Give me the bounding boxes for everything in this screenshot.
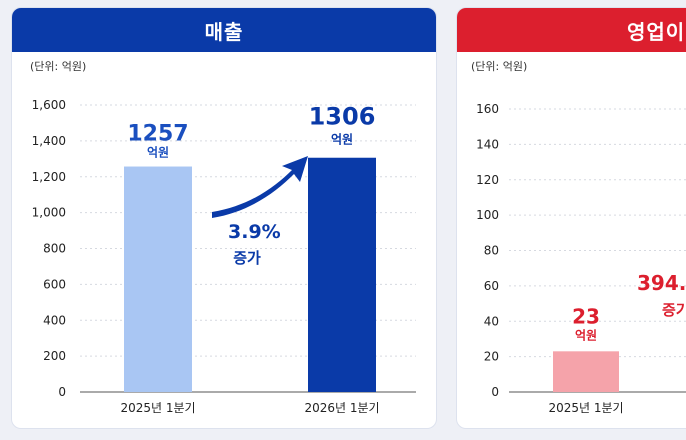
y-tick-label: 20: [484, 350, 499, 364]
operating-profit-panel-title: 영업이: [457, 8, 686, 52]
bar-value-label: 1257: [127, 122, 188, 147]
y-tick-label: 80: [484, 244, 499, 258]
y-tick-label: 1,600: [32, 98, 66, 112]
growth-percent: 394.: [637, 271, 686, 295]
y-tick-label: 800: [43, 242, 66, 256]
x-tick-label: 2025년 1분기: [548, 401, 623, 415]
bar: [124, 166, 192, 392]
y-tick-label: 120: [476, 173, 499, 187]
unit-label: (단위: 억원): [30, 60, 86, 73]
x-tick-label: 2025년 1분기: [120, 401, 195, 415]
x-tick-label: 2026년 1분기: [304, 401, 379, 415]
bar-value-unit: 억원: [331, 133, 353, 147]
y-tick-label: 60: [484, 279, 499, 293]
bar: [553, 351, 619, 392]
y-tick-label: 600: [43, 277, 66, 291]
sales-chart: (단위: 억원) 0 200 400 600 800 1,000 1,200 1,400 1,60…: [30, 60, 416, 415]
growth-word: 증가: [233, 249, 261, 267]
y-tick-label: 200: [43, 349, 66, 363]
y-tick-label: 140: [476, 137, 499, 151]
bar-value-label: 1306: [309, 103, 376, 131]
y-tick-label: 1,000: [32, 206, 66, 220]
y-tick-label: 1,400: [32, 134, 66, 148]
bar: [308, 157, 376, 392]
y-tick-label: 0: [58, 385, 66, 399]
y-tick-label: 400: [43, 313, 66, 327]
growth-arrow: [212, 156, 308, 218]
y-tick-label: 1,200: [32, 170, 66, 184]
y-tick-label: 0: [491, 385, 499, 399]
y-tick-label: 160: [476, 102, 499, 116]
sales-panel-title: 매출: [12, 8, 436, 52]
unit-label: (단위: 억원): [471, 60, 527, 73]
y-tick-label: 100: [476, 208, 499, 222]
bar-value-unit: 억원: [147, 146, 169, 160]
sales-panel: 매출 (단위: 억원) 0 200 400 600 800 1,000 1,200 1,400 1…: [12, 8, 436, 428]
y-tick-label: 40: [484, 314, 499, 328]
bar-value-label: 23: [572, 304, 600, 328]
operating-profit-panel: 영업이 (단위: 억원) 0 20 40 60 80 100 120 140 160 23 억원 202…: [457, 8, 686, 428]
growth-word: 증기: [662, 301, 686, 319]
bar-value-unit: 억원: [575, 328, 597, 342]
growth-percent: 3.9%: [228, 221, 281, 243]
